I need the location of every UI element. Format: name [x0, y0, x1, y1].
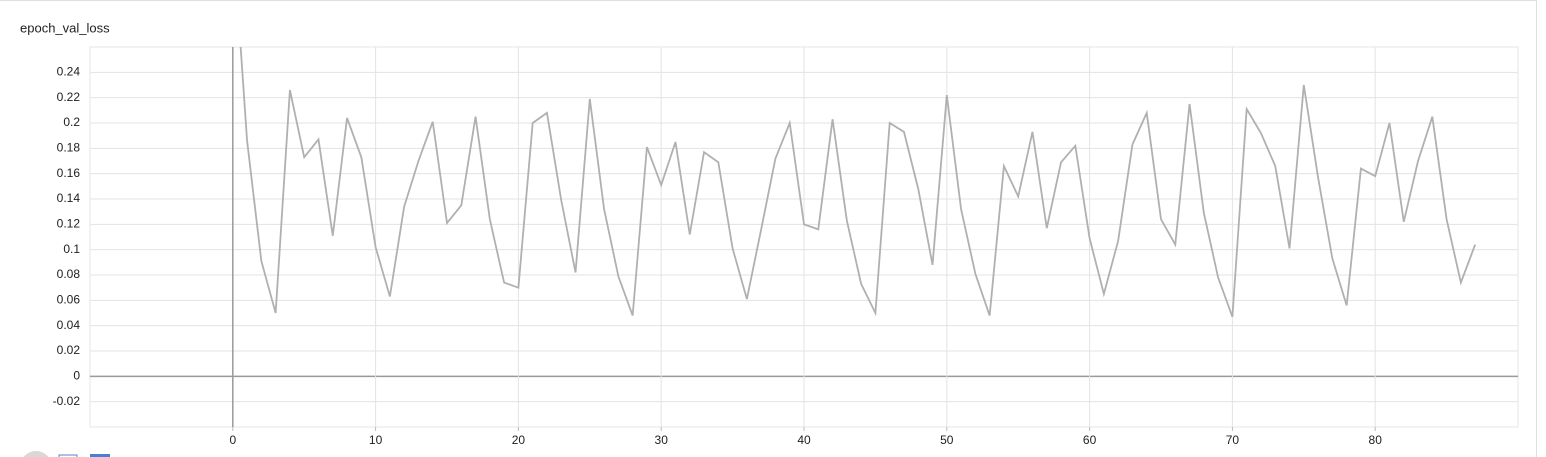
y-tick-label: -0.02 [53, 394, 81, 408]
plot-area: -0.02 0 0.02 0.04 0.06 0.08 0.1 0.12 0.14 0.16 0.1… [53, 46, 1519, 447]
y-tick-label: 0.06 [57, 293, 81, 307]
y-tick-label: 0.2 [63, 115, 80, 129]
x-tick-label: 60 [1083, 433, 1097, 447]
y-tick-label: 0.22 [57, 90, 81, 104]
y-tick-label: 0.18 [57, 141, 81, 155]
y-tick-label: 0.02 [57, 343, 81, 357]
x-tick-label: 50 [940, 433, 954, 447]
chart-title: epoch_val_loss [20, 20, 110, 35]
y-tick-label: 0.08 [57, 267, 81, 281]
y-tick-label: 0.12 [57, 217, 81, 231]
x-tick-label: 0 [229, 433, 236, 447]
y-tick-label: 0.1 [63, 242, 80, 256]
x-tick-label: 30 [655, 433, 669, 447]
icon-button[interactable] [20, 451, 52, 457]
x-tick-label: 10 [369, 433, 383, 447]
data-line [239, 47, 1477, 318]
y-tick-label: 0.04 [57, 318, 81, 332]
y-tick-label: 0.24 [57, 65, 81, 79]
x-tick-label: 80 [1369, 433, 1383, 447]
icon-button[interactable] [58, 454, 78, 457]
y-tick-label: 0.14 [57, 191, 81, 205]
x-tick-label: 40 [797, 433, 811, 447]
y-tick-label: 0.16 [57, 166, 81, 180]
x-tick-label: 70 [1226, 433, 1240, 447]
y-tick-label: 0 [73, 369, 80, 383]
icon-button[interactable] [90, 454, 110, 457]
x-tick-label: 20 [512, 433, 526, 447]
